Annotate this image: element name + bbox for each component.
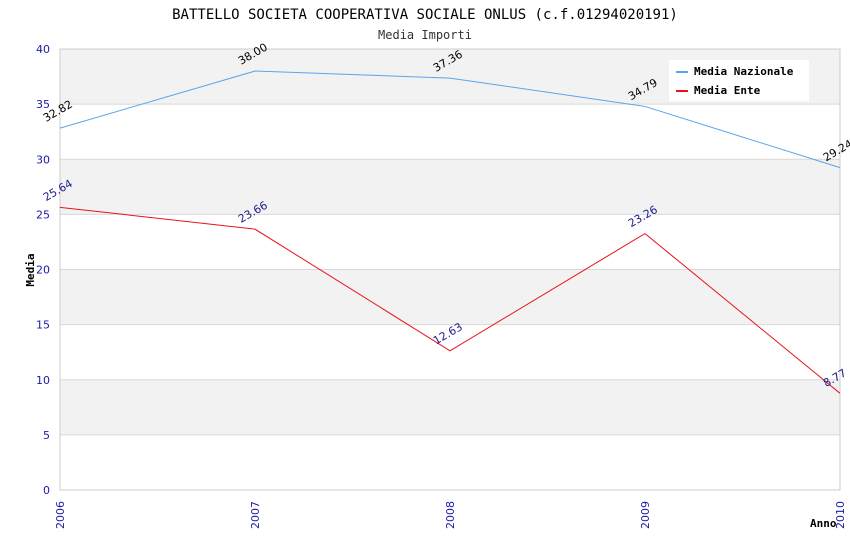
legend: Media Nazionale Media Ente: [669, 60, 809, 101]
series-line-media-nazionale: [59, 70, 841, 169]
legend-label-media-nazionale: Media Nazionale: [694, 65, 794, 78]
chart-subtitle: Media Importi: [378, 28, 472, 42]
plot-background-bands: [60, 49, 840, 435]
y-axis-ticks: 0 5 10 15 20 25 30 35 40: [36, 43, 50, 497]
y-tick-label: 10: [36, 374, 50, 387]
legend-label-media-ente: Media Ente: [694, 84, 761, 97]
y-tick-label: 30: [36, 153, 50, 166]
y-tick-label: 25: [36, 208, 50, 221]
gridlines: [60, 48, 840, 491]
chart-title: BATTELLO SOCIETA COOPERATIVA SOCIALE ONL…: [172, 7, 678, 23]
y-tick-label: 20: [36, 264, 50, 277]
x-axis-ticks: 2006 2007 2008 2009 2010: [54, 501, 847, 529]
background-band: [60, 269, 840, 325]
series-layer: [59, 70, 841, 394]
x-tick-label: 2009: [639, 501, 652, 529]
y-tick-label: 40: [36, 43, 50, 56]
y-axis-label: Media: [24, 253, 37, 286]
legend-box: [669, 60, 809, 101]
background-band: [60, 159, 840, 215]
y-tick-label: 15: [36, 319, 50, 332]
x-tick-label: 2010: [834, 501, 847, 529]
y-tick-label: 5: [43, 429, 50, 442]
y-tick-label: 35: [36, 98, 50, 111]
plot-frame: [59, 48, 841, 491]
background-band: [60, 379, 840, 435]
x-tick-label: 2008: [444, 501, 457, 529]
x-axis-label: Anno: [810, 517, 837, 530]
y-tick-label: 0: [43, 484, 50, 497]
x-tick-label: 2007: [249, 501, 262, 529]
x-tick-label: 2006: [54, 501, 67, 529]
series-line-media-ente: [59, 206, 841, 394]
